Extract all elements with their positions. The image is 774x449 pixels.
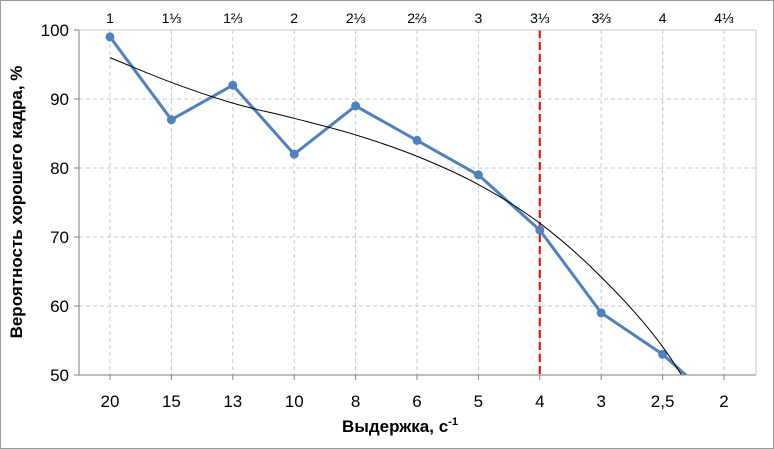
x-tick-label: 15 (162, 392, 181, 411)
plot-area (105, 32, 688, 375)
x-axis-label-text: Выдержка, с (342, 417, 448, 436)
y-tick-label: 50 (50, 366, 69, 385)
top-tick-label: 2⅔ (407, 10, 427, 26)
y-tick-label: 80 (50, 159, 69, 178)
y-tick-label: 60 (50, 297, 69, 316)
x-tick-label: 8 (351, 392, 360, 411)
top-tick-label: 4 (659, 10, 667, 26)
top-tick-label: 3⅓ (530, 10, 550, 26)
x-tick-label: 2 (719, 392, 728, 411)
top-tick-label: 1⅔ (223, 10, 243, 26)
top-tick-label: 4⅓ (714, 10, 734, 26)
y-tick-label: 100 (41, 21, 69, 40)
top-tick-label: 3 (475, 10, 483, 26)
x-axis-label: Выдержка, с-1 (342, 416, 458, 436)
x-tick-label: 3 (596, 392, 605, 411)
grid (79, 29, 756, 375)
data-point (412, 135, 422, 145)
y-tick-label: 70 (50, 228, 69, 247)
data-point (596, 308, 606, 318)
x-tick-label: 5 (474, 392, 483, 411)
trend-line (109, 57, 683, 375)
x-axis-label-superscript: -1 (448, 416, 458, 428)
x-tick-label: 13 (223, 392, 242, 411)
data-point (351, 101, 361, 111)
x-tick-labels: 20 15 13 10 8 6 5 4 3 2,5 2 (101, 392, 729, 411)
data-point (228, 80, 238, 90)
x-tick-label: 4 (535, 392, 544, 411)
top-tick-label: 2⅓ (346, 10, 366, 26)
y-tick-label: 90 (50, 90, 69, 109)
y-axis-label: Вероятность хорошего кадра, % (7, 66, 26, 339)
top-tick-label: 2 (290, 10, 298, 26)
data-point (535, 225, 545, 235)
y-tick-labels: 50 60 70 80 90 100 (41, 21, 69, 385)
x-tick-label: 20 (101, 392, 120, 411)
data-point (166, 115, 176, 125)
axes (74, 29, 757, 380)
data-point (658, 349, 668, 359)
top-tick-label: 3⅔ (591, 10, 611, 26)
x-tick-label: 2,5 (651, 392, 675, 411)
x-tick-label: 10 (285, 392, 304, 411)
top-tick-label: 1⅓ (162, 10, 182, 26)
data-point (105, 32, 115, 42)
top-tick-label: 1 (106, 10, 114, 26)
x-tick-label: 6 (412, 392, 421, 411)
data-point (289, 149, 299, 159)
top-axis-tick-labels: 1 1⅓ 1⅔ 2 2⅓ 2⅔ 3 3⅓ 3⅔ 4 4⅓ (106, 10, 734, 26)
data-point (473, 170, 483, 180)
plot-clip-group (105, 32, 688, 375)
